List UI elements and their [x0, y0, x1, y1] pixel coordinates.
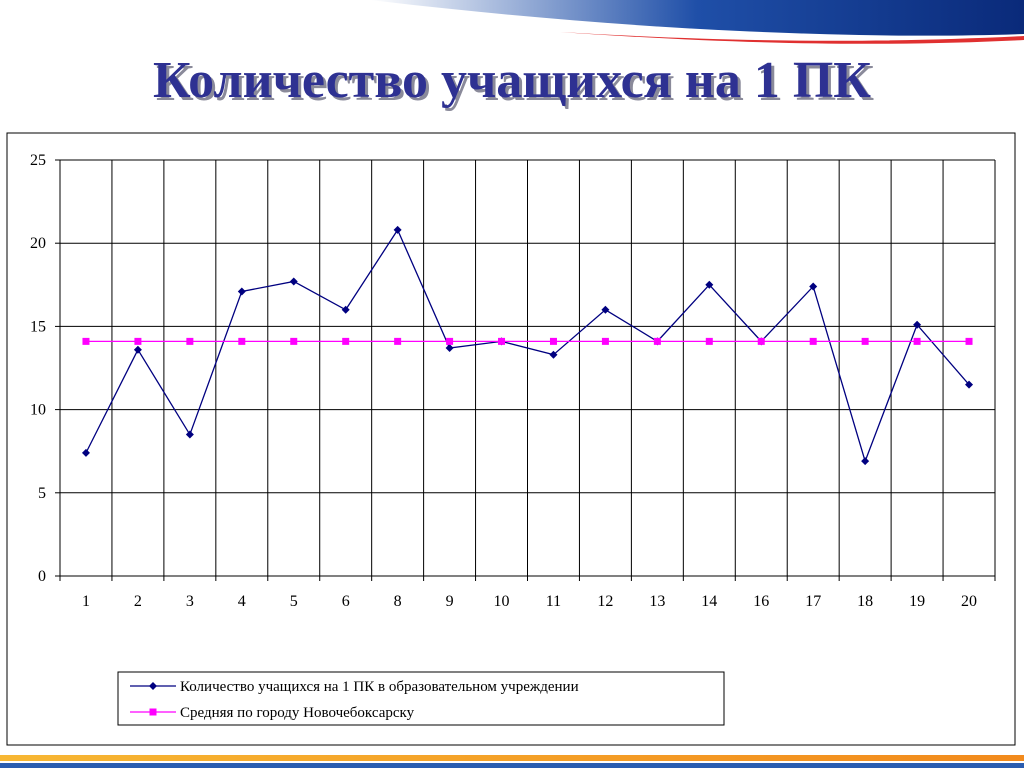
y-tick-label: 0: [38, 568, 46, 585]
marker: [149, 708, 157, 716]
x-tick-label: 18: [857, 593, 873, 610]
marker: [393, 225, 402, 234]
x-tick-label: 1: [82, 593, 90, 610]
legend-label: Средняя по городу Новочебоксарску: [180, 705, 415, 721]
header-stripe: [560, 32, 1024, 44]
marker: [290, 337, 298, 345]
x-tick-label: 6: [342, 593, 350, 610]
marker: [134, 337, 142, 345]
y-tick-label: 15: [30, 318, 46, 335]
marker: [185, 430, 194, 439]
title-shadow: Количество учащихся на 1 ПК: [156, 55, 874, 112]
y-tick-label: 25: [30, 152, 46, 169]
y-tick-label: 5: [38, 485, 46, 502]
x-tick-label: 2: [134, 593, 142, 610]
marker: [446, 337, 454, 345]
marker: [965, 337, 973, 345]
marker: [913, 337, 921, 345]
x-tick-label: 20: [961, 593, 977, 610]
marker: [601, 305, 610, 314]
footer-band: [0, 755, 1024, 761]
footer-band: [0, 763, 1024, 768]
marker: [757, 337, 765, 345]
x-tick-label: 8: [394, 593, 402, 610]
x-tick-label: 13: [649, 593, 665, 610]
marker: [498, 337, 506, 345]
marker: [238, 337, 246, 345]
x-tick-label: 19: [909, 593, 925, 610]
x-tick-label: 16: [753, 593, 769, 610]
x-tick-label: 11: [546, 593, 561, 610]
marker: [237, 287, 246, 296]
marker: [861, 457, 870, 466]
x-tick-label: 10: [494, 593, 510, 610]
x-tick-label: 9: [446, 593, 454, 610]
legend-label: Количество учащихся на 1 ПК в образовате…: [180, 679, 579, 695]
marker: [549, 350, 558, 359]
y-tick-label: 20: [30, 235, 46, 252]
marker: [341, 305, 350, 314]
header-swoosh: [370, 0, 1024, 36]
marker: [342, 337, 350, 345]
x-tick-label: 14: [701, 593, 717, 610]
marker: [289, 277, 298, 286]
y-tick-label: 10: [30, 402, 46, 419]
marker: [394, 337, 402, 345]
legend: [117, 671, 725, 726]
marker: [653, 337, 661, 345]
marker: [149, 682, 157, 690]
marker: [705, 337, 713, 345]
marker: [82, 337, 90, 345]
x-tick-label: 4: [238, 593, 246, 610]
marker: [133, 345, 142, 354]
marker: [445, 344, 454, 353]
marker: [601, 337, 609, 345]
marker: [861, 337, 869, 345]
x-tick-label: 12: [597, 593, 613, 610]
series-line: [85, 228, 970, 464]
marker: [913, 320, 922, 329]
x-tick-label: 5: [290, 593, 298, 610]
x-tick-label: 3: [186, 593, 194, 610]
marker: [965, 380, 974, 389]
marker: [809, 282, 818, 291]
marker: [705, 280, 714, 289]
chart-title: Количество учащихся на 1 ПК: [153, 52, 871, 109]
marker: [81, 448, 90, 457]
marker: [809, 337, 817, 345]
marker: [549, 337, 557, 345]
x-tick-label: 17: [805, 593, 821, 610]
marker: [186, 337, 194, 345]
